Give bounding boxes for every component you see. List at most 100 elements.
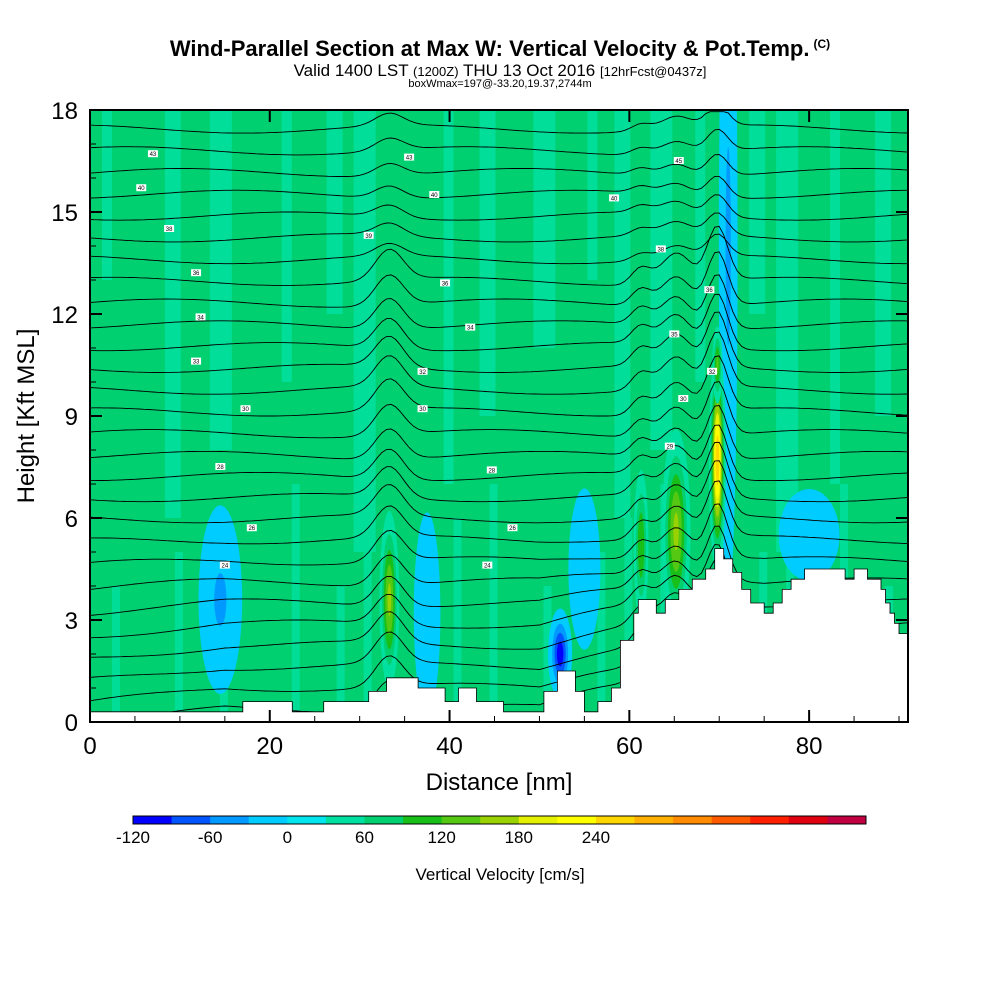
contour-label-text: 40 [611, 196, 618, 202]
theta-contour [90, 480, 908, 545]
theta-contour [90, 175, 908, 199]
colorbar-swatch [133, 816, 173, 824]
green-streak [363, 552, 372, 722]
contour-label-text: 36 [193, 271, 200, 277]
contour-label: 36 [191, 269, 202, 277]
contour-label-bg [507, 524, 518, 532]
contour-label: 36 [704, 286, 715, 294]
green-streak [336, 586, 345, 722]
colorbar-swatch [210, 816, 250, 824]
colorbar-swatch [595, 816, 636, 824]
colorbar-tick-label: -120 [116, 828, 150, 847]
green-streak [597, 552, 606, 722]
contour-label-text: 24 [221, 564, 228, 570]
downdraft-cell [568, 488, 601, 650]
theta-contour [90, 525, 908, 590]
contour-label: 40 [136, 184, 147, 192]
contour-label-text: 38 [166, 227, 173, 233]
contour-label: 43 [404, 153, 415, 162]
theta-contour [90, 405, 908, 460]
colorbar-swatch [788, 816, 828, 824]
contour-labels: 43 40 38 36 34 33 30 28 26 24 43 40 39 36 34 32 30 28 26 24… [136, 150, 718, 570]
green-streak [174, 552, 183, 722]
contour-label-text: 34 [197, 315, 204, 321]
title-units: (C) [813, 36, 831, 51]
colorbar: -120 -60 0 60 120 180 240 [116, 815, 867, 847]
contour-label: 29 [664, 442, 675, 451]
contour-label-text: 34 [467, 326, 474, 332]
theta-contour [90, 293, 908, 352]
contour-label-text: 40 [138, 186, 145, 192]
contour-label: 40 [609, 194, 620, 202]
downdraft-cell [778, 488, 840, 582]
colorbar-swatch [634, 816, 674, 824]
theta-contour [90, 251, 908, 308]
contour-label: 35 [669, 330, 680, 338]
green-streak [443, 110, 454, 484]
theta-contour [90, 311, 908, 373]
colorbar-swatch [480, 816, 520, 824]
x-tick-label: 20 [256, 733, 283, 760]
theta-contours [90, 111, 908, 722]
green-streak [164, 110, 181, 518]
updraft-cell [715, 434, 720, 486]
contour-label-bg [465, 323, 476, 331]
contour-label-bg [363, 231, 374, 239]
terrain [90, 548, 908, 722]
colorbar-swatch [750, 816, 790, 824]
green-streak [533, 110, 556, 348]
green-streak [101, 110, 112, 280]
contour-label: 33 [191, 357, 202, 366]
contour-label-bg [440, 279, 451, 287]
colorbar-swatch [364, 816, 404, 824]
contour-label-bg [664, 442, 675, 450]
contour-label-text: 30 [242, 407, 249, 413]
colorbar-frame [132, 815, 867, 825]
contour-label: 39 [363, 231, 374, 240]
green-streak [587, 110, 598, 280]
contour-label-text: 26 [509, 526, 516, 532]
colorbar-tick-label: 180 [505, 828, 533, 847]
contour-label: 43 [147, 150, 158, 158]
downdraft-cell [725, 146, 731, 346]
updraft-cell [387, 583, 392, 617]
contour-label-bg [219, 561, 230, 569]
contour-label-text: 30 [419, 407, 426, 413]
green-streak [695, 110, 706, 382]
contour-label-text: 45 [675, 159, 682, 165]
theta-contour [90, 460, 908, 524]
colorbar-swatch [325, 816, 365, 824]
contour-label-bg [655, 245, 666, 253]
colorbar-swatch [441, 816, 481, 824]
contour-label-bg [482, 561, 493, 569]
theta-contour [90, 154, 908, 177]
colorbar-tick-label: 0 [283, 828, 292, 847]
y-axis-title: Height [Kft MSL] [13, 329, 40, 504]
contour-label-text: 32 [419, 370, 426, 376]
contour-label-bg [609, 194, 620, 202]
contour-label-bg [215, 463, 226, 470]
updraft-cell [673, 512, 679, 551]
colorbar-tick-label: 240 [582, 828, 610, 847]
contour-label-bg [195, 313, 206, 321]
colorbar-swatch [673, 816, 713, 824]
contour-label-text: 29 [666, 445, 673, 451]
theta-contour [90, 233, 908, 265]
contour-label-bg [191, 269, 202, 277]
y-tick-label: 3 [65, 608, 78, 635]
theta-contour [90, 424, 908, 482]
contour-label-text: 40 [431, 193, 438, 199]
contour-label: 36 [440, 279, 451, 287]
contour-label-bg [669, 330, 680, 338]
theta-contour [90, 331, 908, 395]
contour-label-bg [486, 466, 497, 474]
green-streak [453, 518, 462, 722]
x-tick-label: 80 [796, 733, 823, 760]
contour-label-bg [707, 367, 718, 375]
y-tick-label: 12 [51, 302, 78, 329]
contour-label-text: 39 [365, 234, 372, 240]
chart-title: Wind-Parallel Section at Max W: Vertical… [169, 36, 831, 61]
contour-label-text: 26 [248, 526, 255, 532]
green-streak [830, 110, 841, 484]
